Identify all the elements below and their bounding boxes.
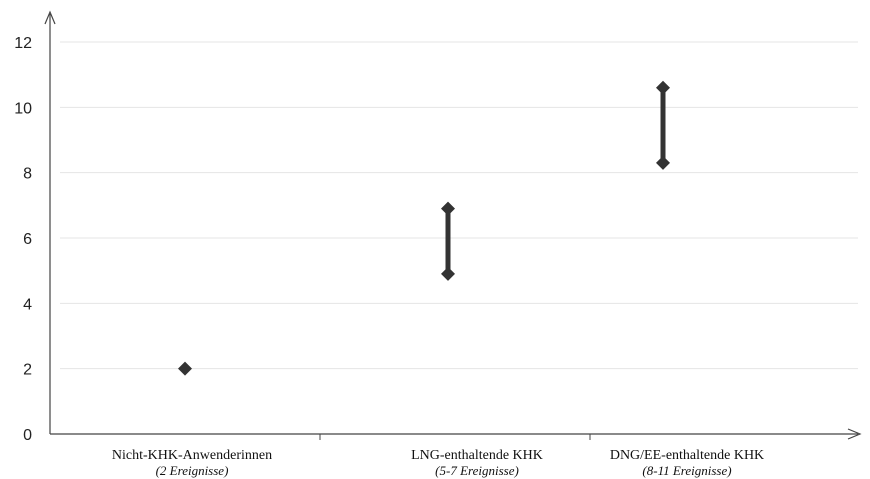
range-marks bbox=[178, 80, 670, 376]
y-tick-labels: 0 2 4 6 8 10 12 bbox=[14, 35, 32, 444]
category-sublabel: (5-7 Ereignisse) bbox=[435, 463, 519, 478]
y-axis-arrow bbox=[44, 10, 56, 25]
category-sublabel: (2 Ereignisse) bbox=[156, 463, 229, 478]
y-tick-label: 6 bbox=[23, 231, 32, 248]
y-tick-label: 2 bbox=[23, 362, 32, 379]
y-tick-label: 12 bbox=[14, 35, 32, 52]
category-label: Nicht-KHK-Anwenderinnen bbox=[112, 448, 272, 463]
category-label: LNG-enthaltende KHK bbox=[411, 448, 543, 463]
category-label: DNG/EE-enthaltende KHK bbox=[610, 448, 764, 463]
category-sublabel: (8-11 Ereignisse) bbox=[642, 463, 731, 478]
x-category-ticks bbox=[319, 434, 591, 440]
x-axis-arrow bbox=[847, 428, 862, 440]
axes bbox=[44, 10, 862, 440]
range-low-marker bbox=[441, 266, 455, 281]
y-tick-label: 10 bbox=[14, 100, 32, 117]
y-tick-label: 0 bbox=[23, 427, 32, 444]
range-high-marker bbox=[441, 201, 455, 216]
y-tick-label: 8 bbox=[23, 166, 32, 183]
point-marker bbox=[178, 361, 192, 376]
category-labels: Nicht-KHK-Anwenderinnen(2 Ereignisse) LNG… bbox=[112, 448, 764, 478]
range-high-marker bbox=[656, 80, 670, 95]
range-low-marker bbox=[656, 155, 670, 170]
grid-lines bbox=[60, 41, 858, 370]
y-tick-label: 4 bbox=[23, 296, 32, 313]
